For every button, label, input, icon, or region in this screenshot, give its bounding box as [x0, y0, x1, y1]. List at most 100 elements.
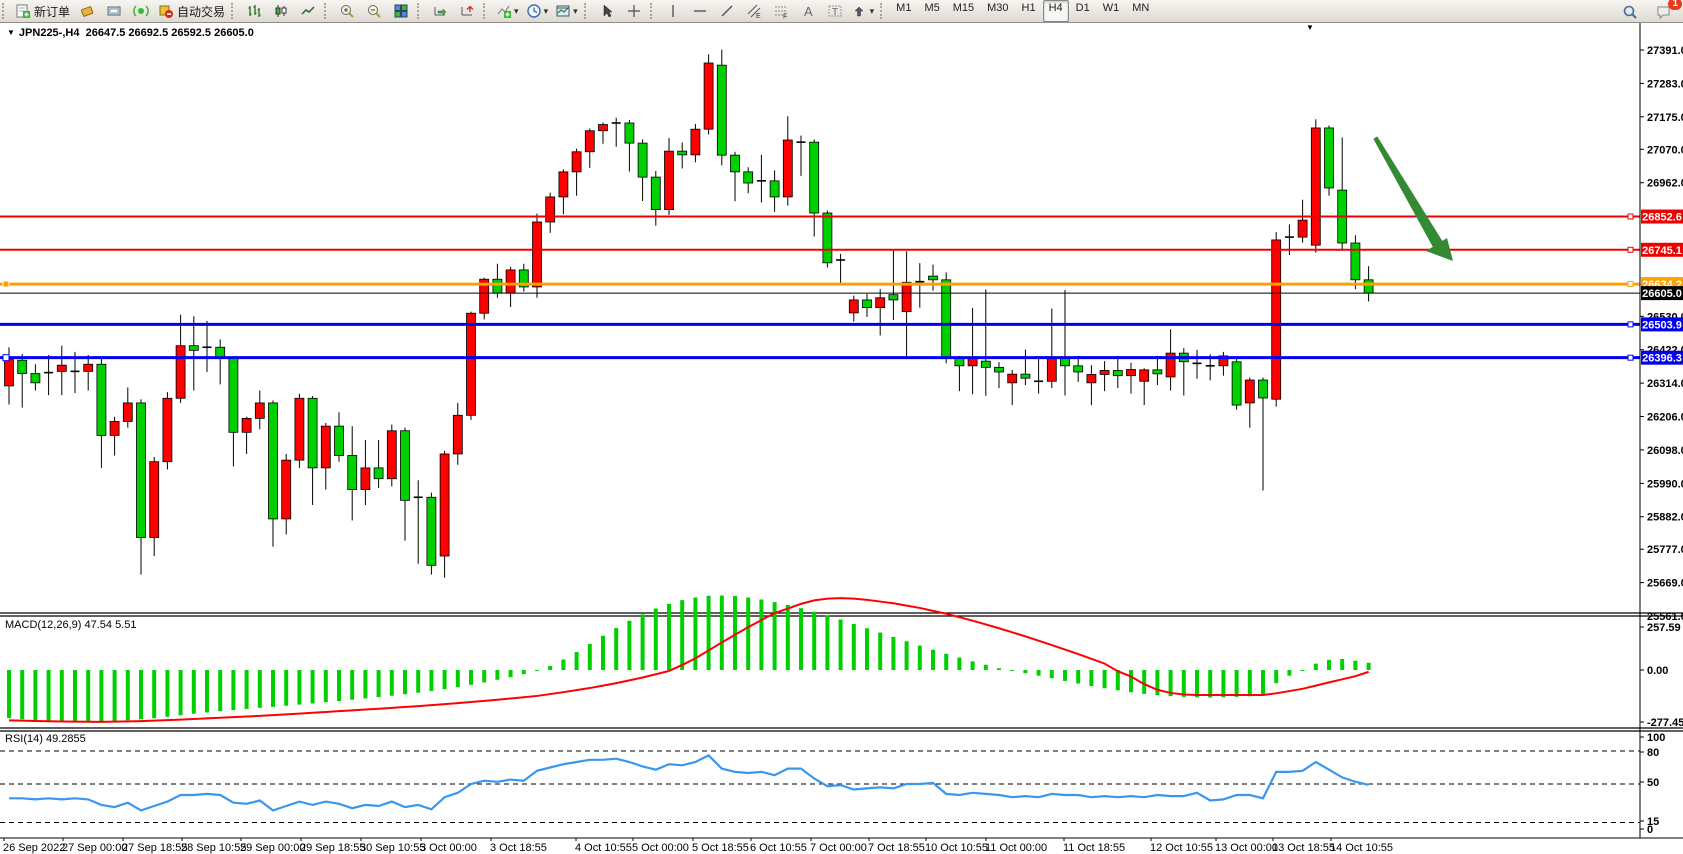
chevron-down-icon[interactable]: ▾ — [514, 5, 519, 16]
timeframe-h1-button[interactable]: H1 — [1021, 2, 1036, 14]
timeframe-mn-button[interactable]: MN — [1132, 2, 1150, 14]
line-handle[interactable] — [1627, 246, 1634, 253]
periods-button[interactable]: ▾ — [523, 0, 552, 22]
timeframe-w1-button[interactable]: W1 — [1102, 2, 1120, 14]
time-axis-label: 29 Sep 18:55 — [300, 842, 365, 854]
chart-shift-button[interactable] — [454, 0, 480, 22]
auto-trading-button[interactable]: 自动交易 — [155, 0, 228, 22]
sell-signal-arrow-shaft[interactable] — [1373, 136, 1444, 249]
timeframe-m15-button[interactable]: M15 — [952, 2, 975, 14]
notifications-button[interactable]: 1 — [1651, 0, 1682, 23]
zoom-out-button[interactable] — [361, 0, 387, 22]
new-order-button[interactable]: 新订单 — [12, 0, 73, 22]
vertical-line-button[interactable] — [660, 0, 686, 22]
bear-candle — [1112, 370, 1123, 377]
bar-chart-button[interactable] — [241, 0, 267, 22]
signals-button[interactable] — [128, 0, 154, 22]
chart-collapse-icon[interactable]: ▼ — [7, 28, 15, 37]
zoom-in-button[interactable] — [334, 0, 360, 22]
tile-windows-icon — [394, 4, 408, 18]
bull-candle — [1046, 357, 1057, 382]
line-handle[interactable] — [2, 280, 10, 288]
bear-candle — [17, 359, 28, 374]
bear-candle — [650, 176, 661, 211]
price-label-box — [1641, 286, 1683, 301]
timeframe-d1-button[interactable]: D1 — [1075, 2, 1090, 14]
crosshair-button[interactable] — [621, 0, 647, 22]
bear-candle — [334, 425, 344, 456]
crosshair-icon — [627, 5, 640, 17]
bull-candle — [967, 357, 978, 367]
bull-candle — [1139, 369, 1150, 382]
quote-high: 26692.5 — [128, 27, 169, 39]
quote-open: 26647.5 — [85, 27, 126, 39]
timeframe-m5-button[interactable]: M5 — [924, 2, 940, 14]
bull-candle — [571, 151, 582, 173]
bull-candle — [162, 397, 173, 463]
equidistant-channel-button[interactable]: E — [741, 0, 767, 22]
time-axis-label: 13 Oct 00:00 — [1215, 842, 1278, 854]
price-axis-label: 25669.0 — [1647, 578, 1683, 590]
line-handle[interactable] — [1627, 281, 1634, 288]
bull-candle — [598, 124, 608, 132]
bear-candle — [1258, 379, 1268, 399]
quote-low: 26592.5 — [171, 27, 212, 39]
candlestick-chart-button[interactable] — [268, 0, 294, 22]
text-label-button[interactable]: T — [822, 0, 848, 22]
timeframe-m30-button[interactable]: M30 — [987, 2, 1009, 14]
line-handle[interactable] — [1627, 213, 1634, 220]
templates-button[interactable]: ▾ — [552, 0, 581, 22]
arrows-button[interactable]: ▾ — [849, 0, 878, 22]
indicators-button[interactable]: ▾ — [493, 0, 522, 22]
bull-candle — [1244, 379, 1255, 404]
toolbar-grip — [583, 3, 591, 19]
bull-candle — [545, 196, 556, 223]
line-handle[interactable] — [1627, 321, 1634, 328]
bull-candle — [452, 414, 463, 455]
price-label-box — [1641, 317, 1683, 332]
templates-icon — [556, 5, 570, 17]
bear-candle — [822, 212, 833, 264]
line-handle[interactable] — [1627, 354, 1634, 361]
price-label-box — [1641, 209, 1683, 224]
horizontal-line-button[interactable] — [687, 0, 713, 22]
timeframe-m1-button[interactable]: M1 — [896, 2, 912, 14]
line-handle[interactable] — [2, 354, 10, 362]
text-button[interactable]: A — [795, 0, 821, 22]
time-axis-label: 14 Oct 10:55 — [1330, 842, 1393, 854]
line-chart-button[interactable] — [295, 0, 321, 22]
styler-button[interactable] — [74, 0, 100, 22]
market-watch-button[interactable] — [101, 0, 127, 22]
cursor-icon — [603, 4, 613, 18]
chevron-down-icon[interactable]: ▾ — [869, 5, 875, 16]
bull-candle — [83, 363, 94, 372]
bear-candle — [994, 366, 1004, 373]
bear-candle — [30, 373, 41, 384]
chevron-down-icon[interactable]: ▾ — [543, 5, 549, 16]
bull-candle — [1310, 127, 1321, 246]
trendline-button[interactable] — [714, 0, 740, 22]
timeframe-h4-button[interactable]: H4 — [1042, 0, 1069, 22]
bear-candle — [136, 402, 146, 538]
one-click-trading-collapse-icon[interactable]: ▼ — [1306, 23, 1314, 32]
bull-candle — [4, 359, 14, 387]
price-axis-label: 27391.0 — [1647, 45, 1683, 57]
arrow-head-icon[interactable] — [1426, 238, 1453, 261]
auto-scroll-button[interactable] — [427, 0, 453, 22]
time-axis-label: 7 Oct 18:55 — [868, 842, 925, 854]
search-button[interactable] — [1617, 1, 1643, 23]
bull-candle — [1126, 369, 1136, 377]
rsi-indicator-label: RSI(14) 49.2855 — [5, 733, 86, 745]
text-icon: A — [804, 4, 813, 19]
rsi-axis-label: 50 — [1647, 777, 1659, 789]
rsi-value: 49.2855 — [45, 733, 86, 745]
macd-name: MACD(12,26,9) — [5, 619, 82, 631]
bear-candle — [677, 150, 688, 156]
fibonacci-icon: F — [774, 6, 787, 19]
fibonacci-button[interactable]: F — [768, 0, 794, 22]
chevron-down-icon[interactable]: ▾ — [573, 5, 578, 16]
toolbar-button-label: 自动交易 — [177, 4, 226, 19]
cursor-button[interactable] — [594, 0, 620, 22]
toolbar-grip — [417, 3, 424, 19]
tile-windows-button[interactable] — [388, 0, 414, 22]
